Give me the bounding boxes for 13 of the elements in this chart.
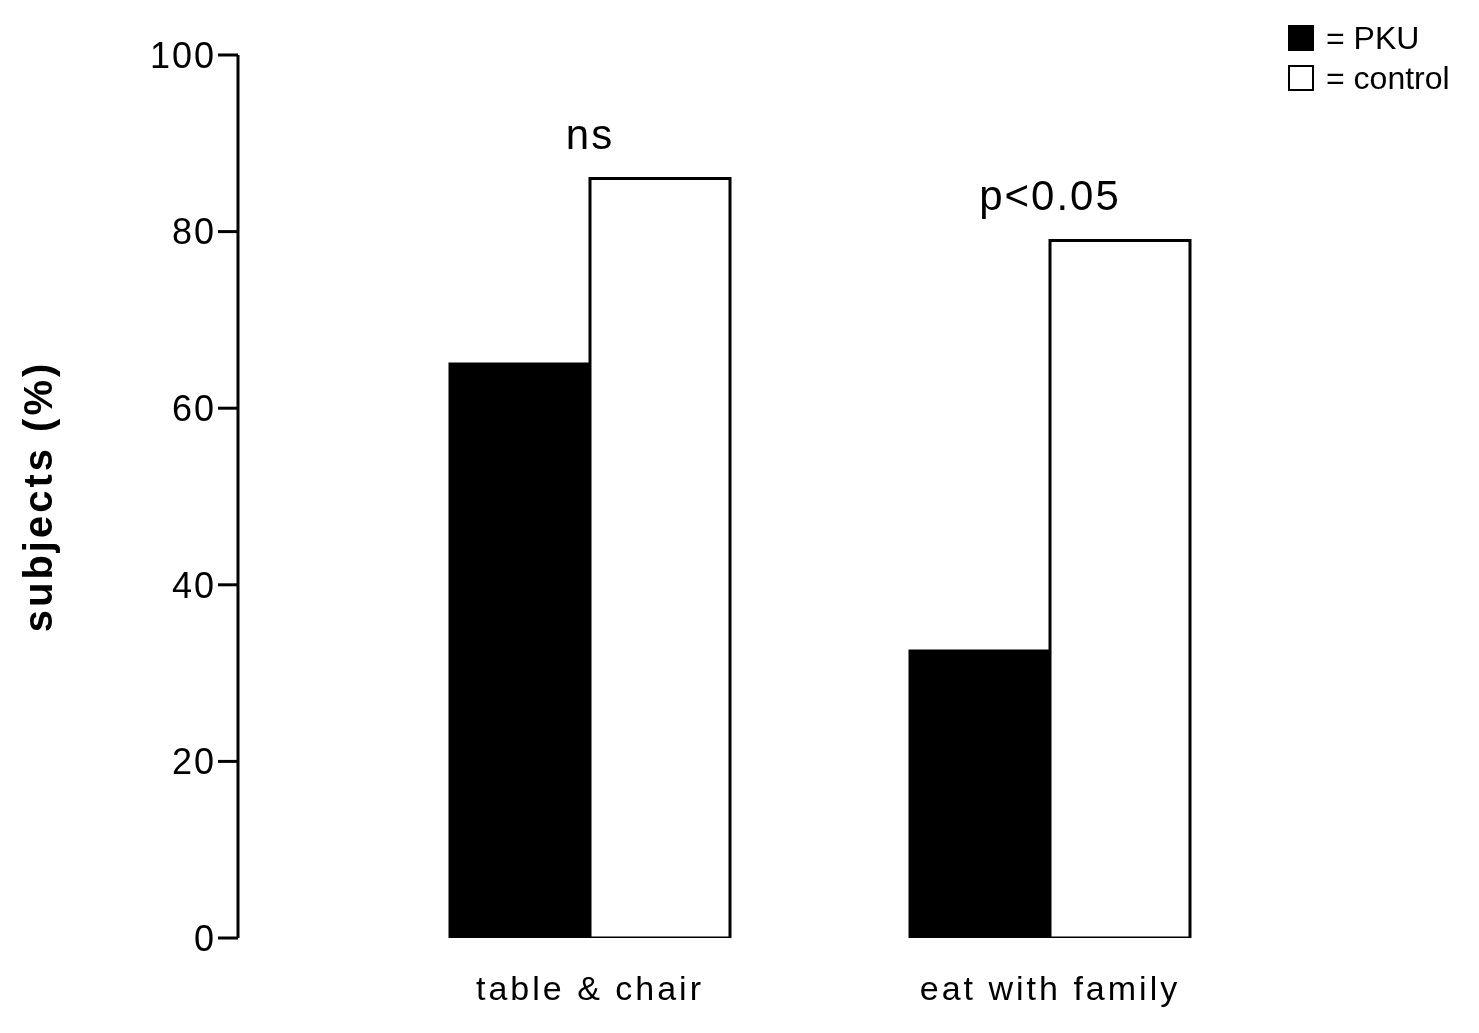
y-tick-label: 0 — [193, 917, 216, 959]
legend-label: = control — [1326, 59, 1450, 98]
x-tick-label: table & chair — [476, 969, 704, 1008]
y-tick-label: 100 — [149, 34, 216, 76]
annotation: ns — [565, 110, 615, 158]
y-tick-label: 80 — [171, 211, 216, 253]
y-tick-label: 60 — [171, 387, 216, 429]
y-axis-title: subjects (%) — [16, 360, 61, 633]
y-tick-label: 20 — [171, 741, 216, 783]
legend-label: = PKU — [1326, 19, 1420, 58]
x-tick-label: eat with family — [919, 969, 1181, 1008]
annotation: p<0.05 — [979, 172, 1121, 220]
y-tick-label: 40 — [171, 564, 216, 606]
